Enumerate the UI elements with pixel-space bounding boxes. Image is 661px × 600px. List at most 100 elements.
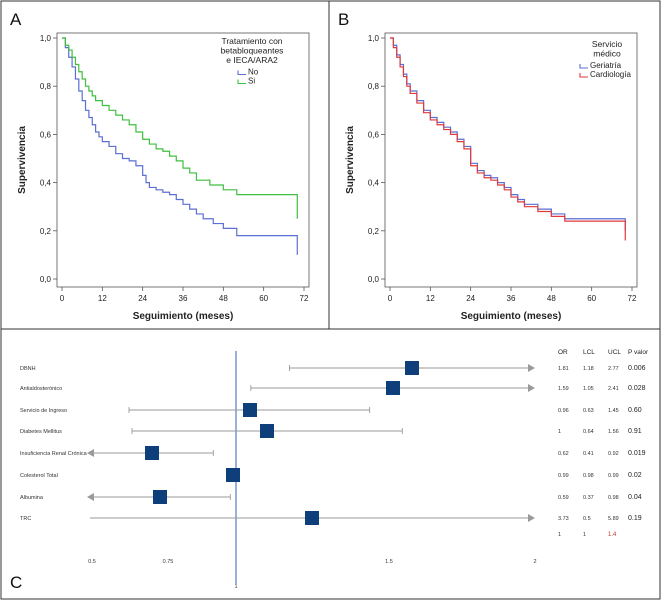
- lcl-value: 0.41: [583, 451, 594, 457]
- p-value: 0.91: [628, 428, 642, 435]
- row-label: DBNH: [20, 366, 36, 372]
- x-tick-label: 12: [426, 294, 435, 303]
- series-line-no: [62, 37, 298, 255]
- p-value: 0.19: [628, 515, 642, 522]
- or-value: 3.73: [558, 516, 569, 522]
- or-box: [226, 468, 240, 482]
- ci-arrow-right: [528, 514, 535, 522]
- lcl-value: 0.98: [583, 473, 594, 479]
- or-value: 0.59: [558, 495, 569, 501]
- x-tick-label: 1: [234, 584, 237, 590]
- or-value: 0.62: [558, 451, 569, 457]
- ucl-value: 0.99: [608, 473, 619, 479]
- lcl-value: 0.5: [583, 516, 591, 522]
- row-label: Antialdosterónico: [20, 386, 62, 392]
- lcl-value: 0.63: [583, 408, 594, 414]
- x-tick-label: 0.75: [163, 559, 174, 565]
- legend-title: Servicio: [592, 39, 623, 49]
- y-tick-label: 0,6: [40, 130, 52, 139]
- y-tick-label: 1,0: [40, 34, 52, 43]
- ucl-value: 1.56: [608, 429, 619, 435]
- legend-swatch-geriatría: [579, 64, 588, 69]
- p-value: 0.04: [628, 494, 642, 501]
- legend-label: Geriatría: [590, 61, 622, 70]
- y-tick-label: 1,0: [368, 34, 380, 43]
- x-tick-label: 48: [547, 294, 556, 303]
- row-label: Insuficiencia Renal Crónica: [20, 451, 88, 457]
- lcl-value: 1.18: [583, 366, 594, 372]
- or-value: 1.59: [558, 386, 569, 392]
- or-box: [260, 424, 274, 438]
- y-tick-label: 0,4: [40, 179, 52, 188]
- legend-label: No: [248, 68, 259, 77]
- or-value: 1: [558, 429, 561, 435]
- x-tick-label: 0.5: [88, 559, 96, 565]
- row-label: Albumina: [20, 495, 44, 501]
- survival-chart-b: 0,0 0,2 0,4 0,6 0,8 1,0 0 12 24 36 48 60 72 Seguimien…: [345, 32, 638, 322]
- y-tick-label: 0,6: [368, 130, 380, 139]
- column-header: OR: [558, 349, 568, 356]
- column-header: LCL: [583, 349, 595, 356]
- y-tick-label: 0,2: [368, 227, 380, 236]
- ucl-value: 1.45: [608, 408, 619, 414]
- or-value: 0.99: [558, 473, 569, 479]
- row-label: Colesterol Total: [20, 473, 58, 479]
- panel-c-letter: C: [10, 573, 22, 592]
- ci-arrow-left: [87, 493, 94, 501]
- column-header: UCL: [608, 349, 621, 356]
- or-box: [153, 490, 167, 504]
- y-tick-label: 0,8: [368, 82, 380, 91]
- ucl-value: 2.41: [608, 386, 619, 392]
- lcl-value: 0.64: [583, 429, 594, 435]
- y-axis-label: Supervivencia: [17, 126, 28, 194]
- x-axis-label: Seguimiento (meses): [133, 311, 234, 322]
- legend-title: médico: [593, 49, 621, 59]
- ci-arrow-left: [87, 449, 94, 457]
- x-tick-label: 48: [219, 294, 228, 303]
- series-line-cardiología: [390, 37, 626, 241]
- legend-title: Tratamiento con: [221, 36, 282, 46]
- ref-lcl-value: 1: [583, 532, 586, 538]
- legend-label: Cardiología: [590, 70, 631, 79]
- p-value: 0.019: [628, 450, 646, 457]
- ci-arrow-right: [528, 384, 535, 392]
- x-tick-label: 24: [138, 294, 147, 303]
- x-tick-label: 24: [466, 294, 475, 303]
- legend-swatch-no: [237, 70, 246, 76]
- or-value: 0.96: [558, 408, 569, 414]
- plot-area-border: [56, 32, 310, 288]
- y-tick-label: 0,0: [368, 275, 380, 284]
- y-tick-label: 0,8: [40, 82, 52, 91]
- survival-chart-a: 0,0 0,2 0,4 0,6 0,8 1,0 0 12 24 36 48 60 72 Seguimien…: [17, 32, 310, 322]
- legend-title: betabloqueantes: [221, 46, 284, 56]
- column-header: P valor: [628, 349, 649, 356]
- panel-a-letter: A: [10, 10, 22, 29]
- p-value: 0.60: [628, 407, 642, 414]
- or-box: [243, 403, 257, 417]
- p-value: 0.028: [628, 385, 646, 392]
- legend-title: e IECA/ARA2: [226, 55, 278, 65]
- lcl-value: 1.05: [583, 386, 594, 392]
- row-label: TRC: [20, 516, 31, 522]
- ref-ucl-value: 1.4: [608, 532, 617, 538]
- y-tick-label: 0,2: [40, 227, 52, 236]
- or-box: [405, 361, 419, 375]
- x-tick-label: 72: [628, 294, 637, 303]
- or-box: [145, 446, 159, 460]
- x-axis-label: Seguimiento (meses): [461, 311, 562, 322]
- panel-b-letter: B: [338, 10, 349, 29]
- x-tick-label: 12: [98, 294, 107, 303]
- p-value: 0.006: [628, 365, 646, 372]
- panel-c-frame: [0, 328, 661, 600]
- lcl-value: 0.37: [583, 495, 594, 501]
- ucl-value: 2.77: [608, 366, 619, 372]
- y-axis-label: Supervivencia: [345, 126, 356, 194]
- row-label: Servicio de Ingreso: [20, 408, 67, 414]
- ucl-value: 0.98: [608, 495, 619, 501]
- x-tick-label: 0: [60, 294, 65, 303]
- or-box: [386, 381, 400, 395]
- p-value: 0.02: [628, 472, 642, 479]
- y-tick-label: 0,4: [368, 179, 380, 188]
- forest-plot: OR LCL UCL P valor DBNH 1.81 1.18 2.77 0.006 Anti…: [20, 349, 649, 590]
